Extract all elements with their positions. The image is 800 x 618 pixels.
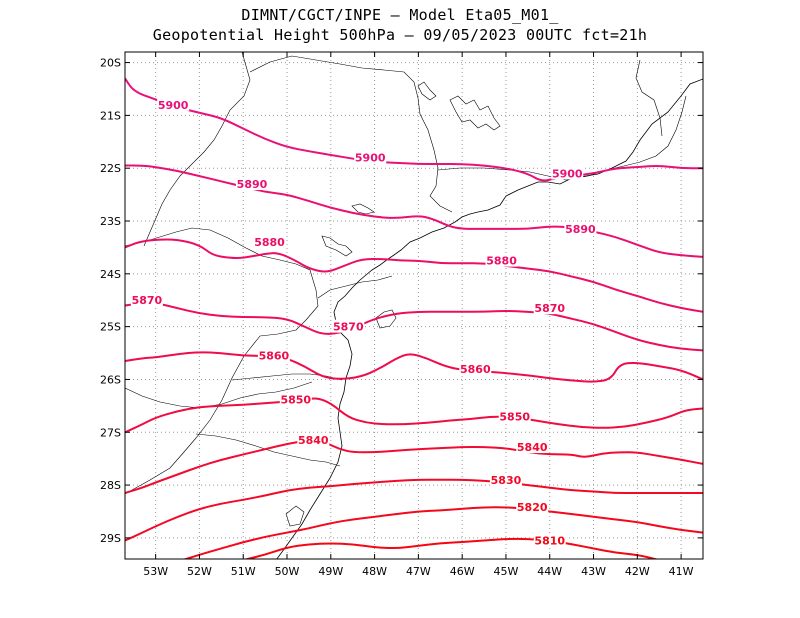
contour-label-bg [516, 500, 549, 514]
contour-label-5900: 5900 [158, 99, 189, 112]
x-tick-label: 47W [406, 565, 431, 578]
paraguay-border [125, 227, 319, 337]
coastline [276, 78, 703, 559]
x-tick-label: 45W [494, 565, 519, 578]
contour-label-5850: 5850 [280, 394, 311, 407]
state-border-mg-es [635, 59, 663, 137]
contour-5840 [125, 439, 703, 494]
contour-label-5900: 5900 [355, 152, 386, 165]
reservoir [449, 95, 501, 131]
x-tick-label: 53W [143, 565, 168, 578]
lagoon [375, 309, 397, 329]
x-tick-label: 49W [318, 565, 343, 578]
y-tick-label: 20S [100, 57, 121, 70]
y-tick-label: 28S [100, 479, 121, 492]
argentina-border [125, 335, 261, 495]
contour-label-bg [489, 472, 522, 486]
x-tick-label: 51W [231, 565, 256, 578]
contour-label-bg [332, 319, 365, 333]
contour-label-bg [564, 221, 597, 235]
contour-label-bg [533, 301, 566, 315]
contour-5810 [243, 537, 659, 559]
contour-label-bg [533, 533, 566, 547]
y-tick-label: 22S [100, 162, 121, 175]
x-tick-label: 52W [187, 565, 212, 578]
contour-label-5850: 5850 [499, 410, 530, 423]
contour-label-bg [354, 150, 387, 164]
contour-label-bg [485, 253, 518, 267]
x-tick-label: 50W [275, 565, 300, 578]
reservoir [417, 81, 437, 101]
x-tick-label: 46W [450, 565, 475, 578]
plot-frame [124, 51, 704, 560]
coastline-and-borders [125, 52, 703, 559]
contour-label-5840: 5840 [517, 441, 548, 454]
y-tick-label: 27S [100, 426, 121, 439]
axis-ticks: 53W 52W 51W 50W 49W 48W 47W 46W 45W 44W 43W 42W 41W 2… [100, 52, 703, 578]
contour-label-5860: 5860 [259, 350, 290, 363]
contour-label-bg [279, 392, 312, 406]
y-tick-label: 23S [100, 215, 121, 228]
contour-5860 [125, 351, 703, 383]
contour-5890 [125, 164, 703, 258]
contour-label-5820: 5820 [517, 501, 548, 514]
contour-label-bg [498, 409, 531, 423]
state-border-sc [231, 373, 343, 381]
contour-label-bg [253, 235, 286, 249]
contour-label-5830: 5830 [491, 474, 522, 487]
contour-label-bg [516, 440, 549, 454]
lat-lon-grid [125, 52, 703, 559]
state-border-pr [317, 275, 393, 299]
contour-label-5900: 5900 [552, 167, 583, 180]
state-border-mt-ms [143, 52, 251, 247]
argentina-border [125, 381, 313, 409]
contour-label-bg [235, 177, 268, 191]
contour-5850 [125, 397, 703, 434]
y-tick-label: 29S [100, 532, 121, 545]
chart-title-line2: Geopotential Height 500hPa – 09/05/2023 … [152, 26, 648, 44]
contour-label-5870: 5870 [534, 302, 565, 315]
contour-label-5840: 5840 [298, 434, 329, 447]
x-tick-label: 42W [625, 565, 650, 578]
contour-label-bg [257, 348, 290, 362]
contour-5820 [182, 506, 703, 559]
lagoon [285, 505, 305, 527]
contour-5870 [125, 301, 703, 352]
contour-label-bg [157, 97, 190, 111]
contour-label-bg [551, 166, 584, 180]
contour-label-bg [459, 361, 492, 375]
state-border-rs [195, 433, 341, 467]
y-tick-label: 26S [100, 373, 121, 386]
y-tick-label: 21S [100, 109, 121, 122]
reservoir [351, 203, 375, 215]
contour-label-bg [297, 433, 330, 447]
height-contours [125, 77, 703, 559]
contour-label-bg [130, 293, 163, 307]
contour-5880 [125, 238, 703, 313]
y-tick-label: 24S [100, 268, 121, 281]
state-border-sp-mg [249, 55, 453, 213]
contour-5830 [125, 478, 703, 542]
contour-labels: 5900 5900 5900 5890 5890 5880 5880 5870 5870 5870… [130, 97, 597, 548]
contour-label-5860: 5860 [460, 363, 491, 376]
contour-5900 [125, 77, 703, 182]
y-tick-label: 25S [100, 321, 121, 334]
x-tick-label: 43W [581, 565, 606, 578]
x-tick-label: 48W [362, 565, 387, 578]
x-tick-label: 41W [669, 565, 694, 578]
x-tick-label: 44W [537, 565, 562, 578]
contour-label-5810: 5810 [534, 535, 565, 548]
contour-label-5870: 5870 [333, 321, 364, 334]
contour-label-5870: 5870 [132, 294, 163, 307]
chart-title-line1: DIMNT/CGCT/INPE – Model Eta05_M01_ [241, 6, 559, 24]
contour-label-5880: 5880 [254, 236, 285, 249]
contour-label-5880: 5880 [486, 255, 517, 268]
contour-label-5890: 5890 [565, 223, 596, 236]
reservoir [321, 235, 353, 257]
contour-label-5890: 5890 [237, 178, 268, 191]
